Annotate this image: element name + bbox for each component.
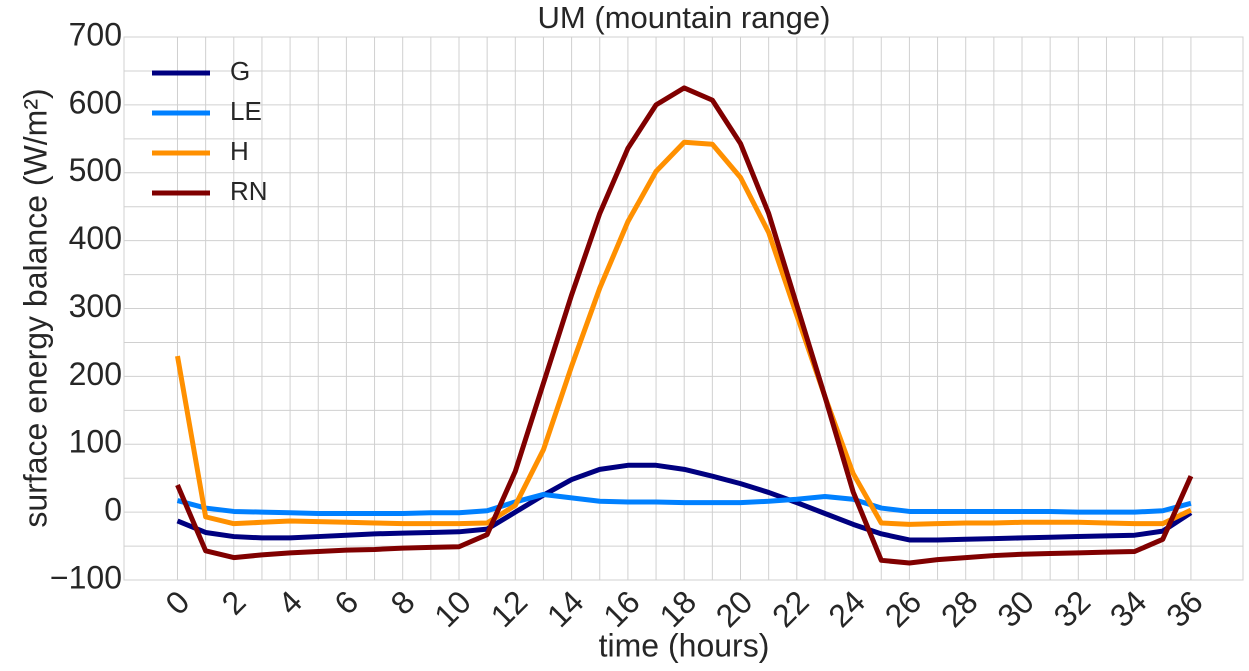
x-tick-label: 36 <box>1159 583 1210 634</box>
x-tick-label: 22 <box>765 583 816 634</box>
y-tick-label: 200 <box>69 356 122 392</box>
x-tick-label: 32 <box>1047 583 1098 634</box>
x-tick-label: 4 <box>271 583 309 621</box>
x-tick-label: 2 <box>215 583 253 621</box>
plot-frame <box>123 36 1244 581</box>
x-tick-label: 34 <box>1103 583 1154 634</box>
y-tick-label: 100 <box>69 424 122 460</box>
x-tick-label: 10 <box>427 583 478 634</box>
chart-title: UM (mountain range) <box>538 0 831 35</box>
x-axis-label: time (hours) <box>599 627 770 663</box>
x-tick-label: 14 <box>540 583 591 634</box>
legend-label: H <box>230 136 249 166</box>
legend-label: LE <box>230 96 262 126</box>
x-tick-label: 0 <box>158 583 196 621</box>
y-tick-label: 700 <box>69 16 122 52</box>
y-tick-label: 400 <box>69 220 122 256</box>
y-tick-label: 600 <box>69 84 122 120</box>
legend-label: RN <box>230 176 268 206</box>
x-tick-label: 12 <box>484 583 535 634</box>
y-tick-label: 0 <box>104 492 122 528</box>
y-tick-label: 500 <box>69 152 122 188</box>
x-tick-label: 28 <box>934 583 985 634</box>
x-tick-label: 8 <box>384 583 422 621</box>
y-axis-label: surface energy balance (W/m²) <box>17 88 53 527</box>
x-tick-label: 6 <box>327 583 365 621</box>
y-tick-label: −100 <box>50 559 122 595</box>
series-line <box>176 491 1192 516</box>
x-tick-label: 26 <box>878 583 929 634</box>
series-line <box>175 85 1194 566</box>
series-line <box>176 462 1193 543</box>
x-tick-label: 30 <box>990 583 1041 634</box>
x-tick-label: 24 <box>821 583 872 634</box>
legend-label: G <box>230 56 250 86</box>
y-tick-label: 300 <box>69 288 122 324</box>
series-line <box>175 139 1193 527</box>
